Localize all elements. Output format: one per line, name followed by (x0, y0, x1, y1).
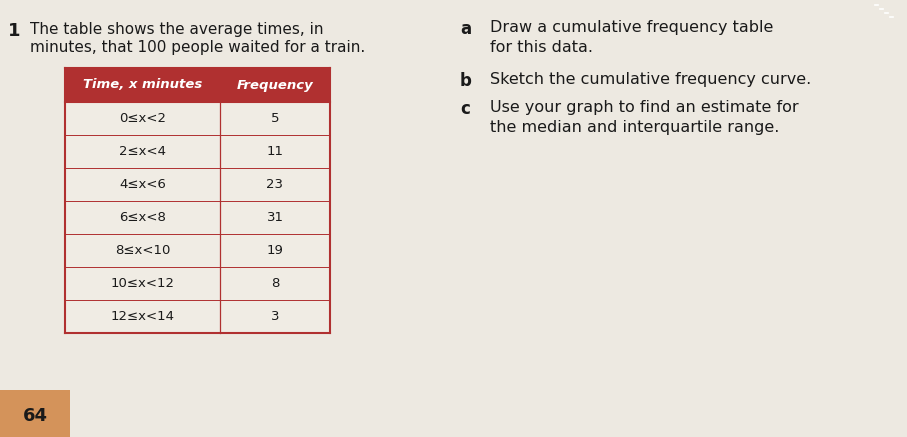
Text: Sketch the cumulative frequency curve.: Sketch the cumulative frequency curve. (490, 72, 811, 87)
Text: 10≤x<12: 10≤x<12 (111, 277, 174, 290)
Polygon shape (0, 390, 70, 437)
Text: for this data.: for this data. (490, 40, 593, 55)
Text: Frequency: Frequency (237, 79, 314, 91)
Text: 3: 3 (271, 310, 279, 323)
Text: 6≤x<8: 6≤x<8 (119, 211, 166, 224)
Polygon shape (65, 234, 330, 267)
Text: 12≤x<14: 12≤x<14 (111, 310, 174, 323)
Text: 31: 31 (267, 211, 284, 224)
Text: Draw a cumulative frequency table: Draw a cumulative frequency table (490, 20, 774, 35)
Text: minutes, that 100 people waited for a train.: minutes, that 100 people waited for a tr… (30, 40, 366, 55)
Text: 19: 19 (267, 244, 283, 257)
Text: 23: 23 (267, 178, 284, 191)
Text: The table shows the average times, in: The table shows the average times, in (30, 22, 324, 37)
Text: 1: 1 (8, 22, 21, 40)
Text: c: c (460, 100, 470, 118)
Text: 4≤x<6: 4≤x<6 (119, 178, 166, 191)
Text: 11: 11 (267, 145, 284, 158)
Text: 5: 5 (271, 112, 279, 125)
Text: 2≤x<4: 2≤x<4 (119, 145, 166, 158)
Text: 64: 64 (23, 407, 47, 425)
Text: the median and interquartile range.: the median and interquartile range. (490, 120, 779, 135)
Text: 0≤x<2: 0≤x<2 (119, 112, 166, 125)
Polygon shape (65, 68, 330, 102)
Text: 8≤x<10: 8≤x<10 (115, 244, 171, 257)
Text: b: b (460, 72, 472, 90)
Text: Use your graph to find an estimate for: Use your graph to find an estimate for (490, 100, 799, 115)
Polygon shape (65, 267, 330, 300)
Polygon shape (65, 102, 330, 135)
Polygon shape (65, 201, 330, 234)
Text: a: a (460, 20, 471, 38)
Polygon shape (65, 300, 330, 333)
Text: Time, x minutes: Time, x minutes (83, 79, 202, 91)
Polygon shape (65, 168, 330, 201)
Polygon shape (65, 135, 330, 168)
Text: 8: 8 (271, 277, 279, 290)
